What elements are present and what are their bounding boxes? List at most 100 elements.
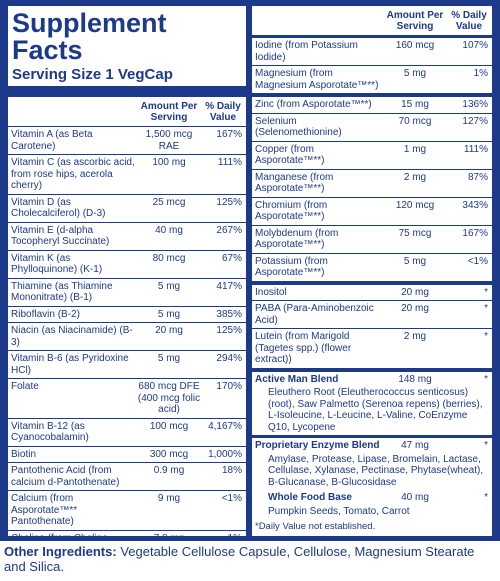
nutrient-name: Niacin (as Niacinamide) (B-3) — [11, 325, 133, 348]
nutrient-name: Calcium (from Asporotate™** Pantothenate… — [11, 493, 78, 527]
nutrient-name: Lutein (from Marigold (Tagetes spp.) (fl… — [255, 331, 352, 365]
daily-value: 294% — [216, 353, 242, 364]
nutrient-row: Zinc (from Asporotate™**) 15 mg 136% — [252, 94, 492, 114]
nutrient-row: PABA (Para-Aminobenzoic Acid) 20 mg * — [252, 301, 492, 329]
daily-value: * — [484, 440, 488, 451]
amount: 5 mg — [403, 68, 427, 79]
nutrient-row: Vitamin K (as Phylloquinone) (K-1) 80 mcg… — [8, 251, 246, 279]
nutrient-row: Proprietary Enzyme Blend 47 mg * — [252, 435, 492, 454]
nutrient-name: Choline (from Choline Bitartrate) — [11, 533, 136, 537]
amount: 160 mcg — [395, 40, 435, 51]
nutrient-row: Vitamin B-6 (as Pyridoxine HCl) 5 mg 294% — [8, 351, 246, 379]
amount: 1,500 mcg RAE — [145, 129, 193, 152]
daily-value: 125% — [216, 196, 242, 208]
nutrient-name: Vitamin E (d-alpha Tocopheryl Succinate) — [11, 224, 110, 248]
daily-value: 125% — [216, 325, 242, 336]
daily-value: 107% — [462, 40, 488, 51]
nutrient-row: Potassium (from Asporotate™**) 5 mg <1% — [252, 254, 492, 282]
amount: 148 mg — [398, 373, 432, 385]
amount: 5 mg — [157, 353, 181, 364]
right-rows: Iodine (from Potassium Iodide) 160 mcg 107… — [252, 38, 492, 519]
label-frame: Supplement Facts Serving Size 1 VegCap A… — [0, 0, 500, 541]
footnote: *Daily Value not established. — [255, 521, 376, 532]
daily-value: 111% — [463, 143, 488, 155]
nutrient-name: Thiamine (as Thiamine Mononitrate) (B-1) — [11, 280, 113, 304]
daily-value: 267% — [216, 224, 242, 236]
amount: 300 mcg — [149, 448, 189, 460]
daily-value: 170% — [216, 381, 242, 392]
nutrient-name: Pantothenic Acid (from calcium d-Pantoth… — [11, 465, 120, 488]
nutrient-name: Folate — [11, 381, 39, 392]
amount: 47 mg — [401, 440, 429, 451]
blend-ingredients: Amylase, Protease, Lipase, Bromelain, La… — [268, 453, 484, 488]
nutrient-name: Copper (from Asporotate™**) — [255, 143, 325, 167]
daily-value: 1,000% — [208, 448, 242, 460]
amount: 5 mg — [157, 308, 181, 320]
nutrient-name: Riboflavin (B-2) — [11, 308, 80, 320]
amount: 5 mg — [403, 255, 427, 267]
amount: 5 mg — [157, 280, 181, 292]
daily-value: 4,167% — [208, 420, 242, 432]
nutrient-row: Vitamin E (d-alpha Tocopheryl Succinate)… — [8, 223, 246, 251]
nutrient-name: Iodine (from Potassium Iodide) — [255, 40, 358, 63]
daily-value: 136% — [462, 99, 488, 110]
left-rows: Vitamin A (as Beta Carotene) 1,500 mcg RA… — [8, 127, 246, 536]
nutrient-name: Vitamin B-6 (as Pyridoxine HCl) — [11, 353, 129, 376]
amount: 1 mg — [403, 143, 427, 155]
amount: 100 mcg — [149, 420, 189, 432]
nutrient-row: Active Man Blend 148 mg * — [252, 368, 492, 388]
left-panel: Supplement Facts Serving Size 1 VegCap A… — [8, 6, 246, 536]
daily-value: 111% — [217, 157, 242, 168]
title: Supplement Facts — [12, 8, 167, 65]
nutrient-row: Vitamin B-12 (as Cyanocobalamin) 100 mcg 4… — [8, 419, 246, 447]
dv-header: % Daily Value — [451, 10, 487, 32]
nutrient-name: Whole Food Base — [268, 492, 352, 503]
daily-value: * — [484, 286, 488, 298]
nutrient-row: Vitamin C (as ascorbic acid, from rose h… — [8, 155, 246, 195]
nutrient-row: Vitamin A (as Beta Carotene) 1,500 mcg RA… — [8, 127, 246, 155]
nutrient-name: Vitamin K (as Phylloquinone) (K-1) — [11, 252, 103, 276]
nutrient-row: Niacin (as Niacinamide) (B-3) 20 mg 125% — [8, 323, 246, 351]
daily-value: * — [484, 373, 488, 385]
nutrient-row: Choline (from Choline Bitartrate)7.8 mg1… — [8, 531, 246, 537]
nutrient-row: Pantothenic Acid (from calcium d-Pantoth… — [8, 463, 246, 491]
amount: 20 mg — [155, 325, 183, 336]
nutrient-name: Vitamin D (as Cholecalciferol) (D-3) — [11, 196, 106, 220]
bar — [8, 86, 246, 97]
daily-value: 167% — [462, 227, 488, 239]
other-text: Vegetable Cellulose Capsule, Cellulose, … — [4, 544, 475, 574]
amount: 20 mg — [401, 303, 429, 314]
amount: 15 mg — [401, 99, 429, 110]
column-header: Amount Per Serving % Daily Value — [252, 6, 492, 38]
other-label: Other Ingredients: — [4, 544, 117, 559]
column-header: Amount Per Serving % Daily Value — [8, 97, 246, 127]
daily-value: 1% — [202, 533, 244, 537]
nutrient-name: Vitamin A (as Beta Carotene) — [11, 129, 93, 152]
nutrient-name: Molybdenum (from Asporotate™**) — [255, 227, 339, 251]
nutrient-row: Selenium (Selenomethionine) 70 mcg 127% — [252, 114, 492, 142]
blend-ingredients: Eleuthero Root (Eleutherococcus senticos… — [268, 387, 483, 433]
nutrient-row: Folate 680 mcg DFE (400 mcg folic acid) 17… — [8, 379, 246, 419]
daily-value: 127% — [462, 115, 488, 127]
amount: 40 mg — [155, 224, 183, 236]
nutrient-name: Zinc (from Asporotate™**) — [255, 99, 372, 110]
daily-value: 417% — [216, 280, 242, 292]
daily-value: * — [484, 331, 488, 342]
daily-value: 167% — [216, 129, 242, 140]
daily-value: 385% — [216, 308, 242, 320]
daily-value: 343% — [462, 199, 488, 211]
daily-value: * — [484, 492, 488, 503]
nutrient-row: Riboflavin (B-2) 5 mg 385% — [8, 307, 246, 323]
daily-value: 1% — [473, 68, 488, 79]
other-ingredients: Other Ingredients: Vegetable Cellulose C… — [4, 544, 494, 574]
nutrient-row: Manganese (from Asporotate™**) 2 mg 87% — [252, 170, 492, 198]
nutrient-name: Magnesium (from Magnesium Asporotate™**) — [255, 68, 379, 91]
serving-size: Serving Size 1 VegCap — [12, 66, 173, 83]
nutrient-row: Iodine (from Potassium Iodide) 160 mcg 107… — [252, 38, 492, 66]
daily-value: 67% — [221, 252, 242, 264]
amount-header: Amount Per Serving — [140, 101, 198, 123]
nutrient-name: Inositol — [255, 286, 287, 298]
amount: 80 mcg — [152, 252, 186, 264]
nutrient-name: Active Man Blend — [255, 373, 339, 385]
